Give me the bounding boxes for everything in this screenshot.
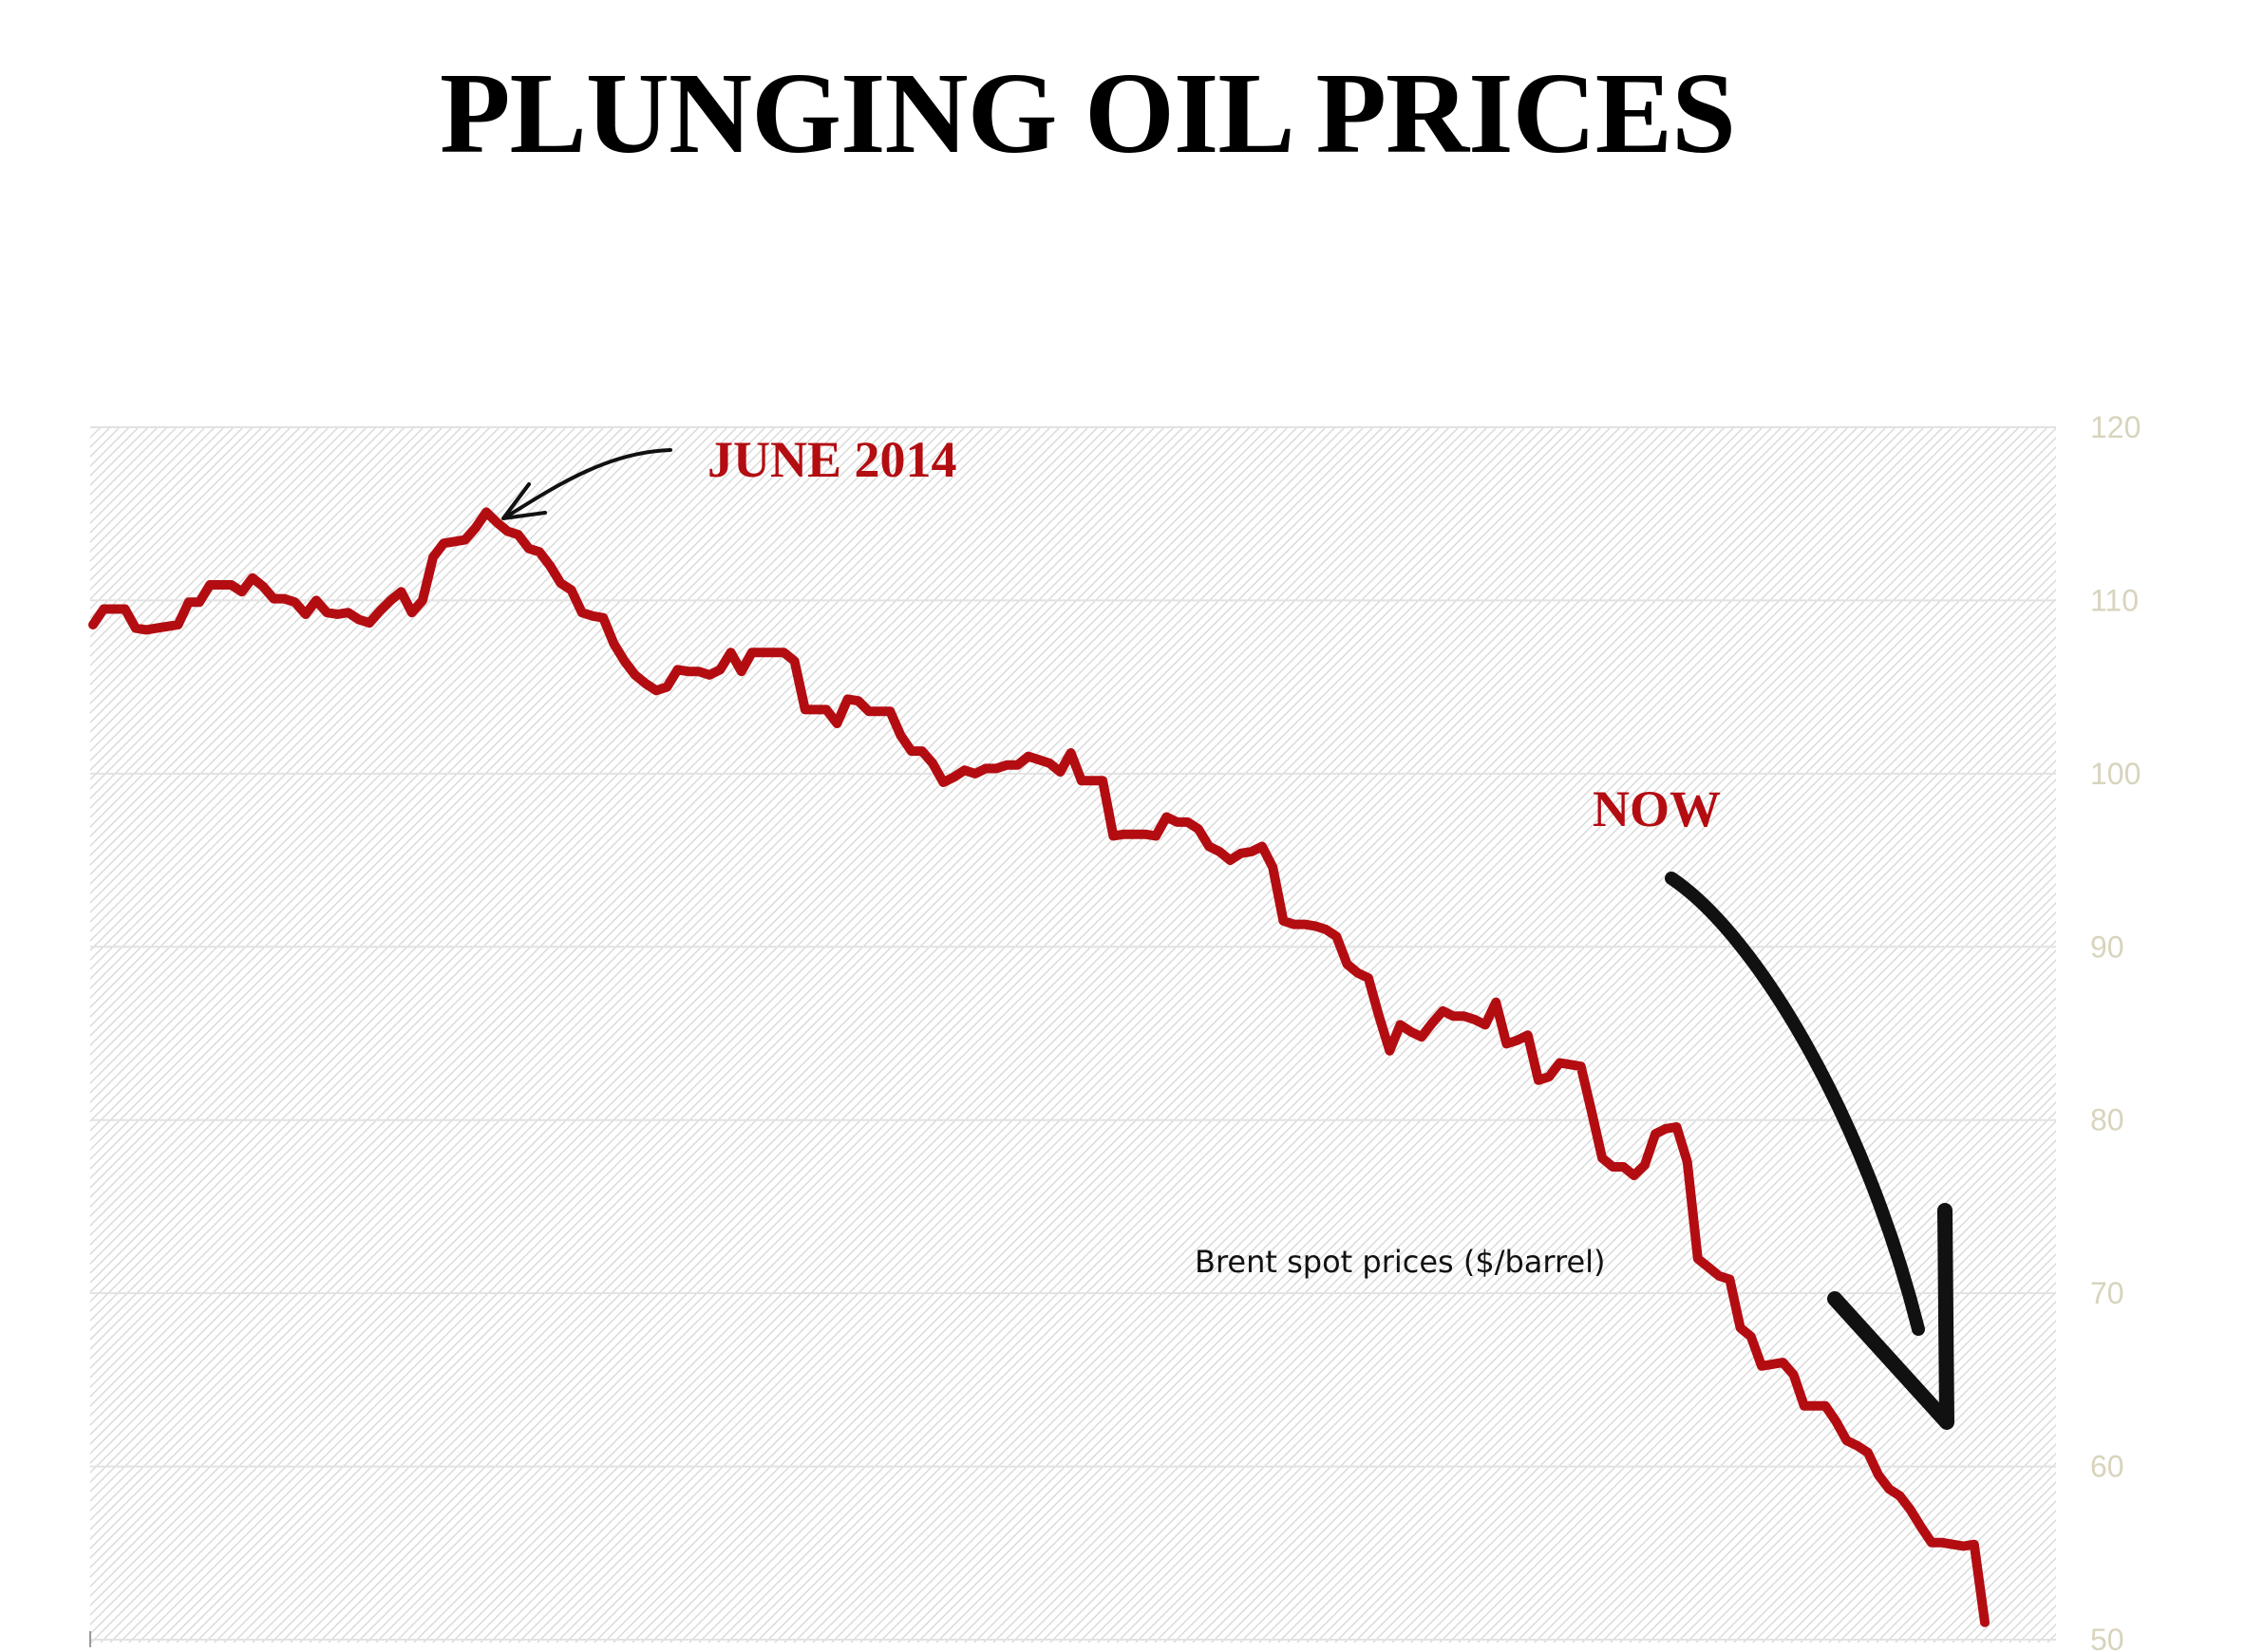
peak-arrow-icon <box>503 448 672 519</box>
y-tick-label: 100 <box>2090 757 2141 791</box>
chart-title: PLUNGING OIL PRICES <box>440 49 1736 178</box>
y-tick-label: 80 <box>2090 1103 2124 1137</box>
y-tick-label: 120 <box>2090 410 2141 444</box>
y-axis: 120 110 100 90 80 70 60 50 <box>2090 410 2141 1652</box>
now-arrow-icon <box>1665 872 1925 1336</box>
y-tick-label: 60 <box>2090 1450 2124 1484</box>
gridlines <box>90 426 2056 1641</box>
now-arrowhead-icon <box>1827 1203 1954 1430</box>
annotation-now: NOW <box>1593 780 1721 837</box>
y-tick-label: 70 <box>2090 1276 2124 1310</box>
plot-area <box>90 427 2056 1643</box>
series-label: Brent spot prices ($/barrel) <box>1195 1244 1606 1280</box>
series-line-brent <box>88 507 1990 1627</box>
y-tick-label: 50 <box>2090 1623 2124 1652</box>
y-tick-label: 90 <box>2090 929 2124 964</box>
peak-arrowhead-icon <box>501 482 547 520</box>
y-tick-label: 110 <box>2090 583 2139 617</box>
annotation-june-2014: JUNE 2014 <box>708 431 957 488</box>
